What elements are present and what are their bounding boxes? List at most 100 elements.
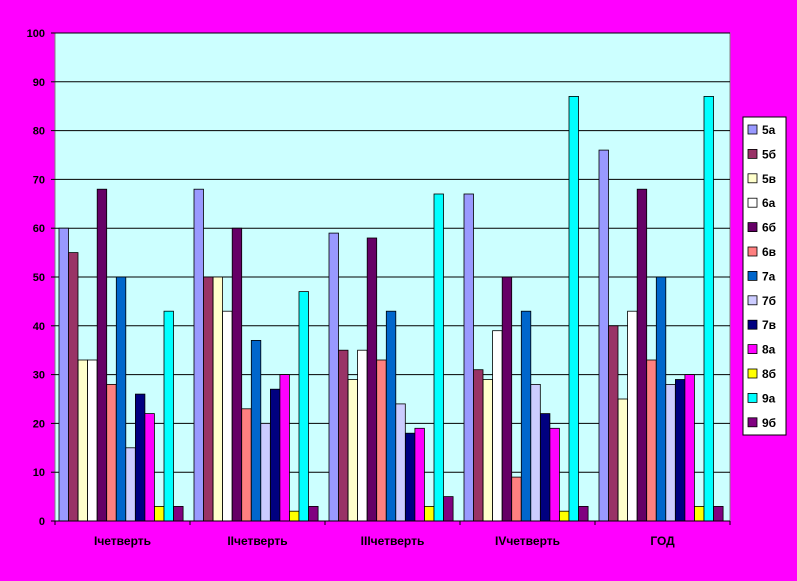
bar xyxy=(501,276,513,522)
legend-swatch xyxy=(747,148,758,159)
y-tick-label: 0 xyxy=(39,516,45,528)
legend-label: 7б xyxy=(762,294,776,308)
legend-label: 9б xyxy=(762,416,776,430)
bar xyxy=(646,359,657,522)
bar xyxy=(385,310,397,522)
bar xyxy=(173,505,184,522)
x-axis: Iчетверть IIчетверть IIIчетверть IVчетверть… xyxy=(54,521,731,548)
bar xyxy=(250,339,262,522)
bar xyxy=(366,237,378,522)
bar xyxy=(231,227,243,522)
bar xyxy=(530,383,541,522)
bar xyxy=(203,276,214,522)
y-tick-label: 20 xyxy=(33,418,45,430)
bar xyxy=(540,413,551,522)
bar xyxy=(684,374,695,522)
bar xyxy=(713,505,724,522)
x-tick-label: Iчетверть xyxy=(94,534,151,548)
y-tick-label: 60 xyxy=(33,223,45,235)
bar xyxy=(578,505,589,522)
bar xyxy=(665,383,676,522)
bar xyxy=(627,310,638,522)
bar xyxy=(279,374,290,522)
bar xyxy=(347,379,359,522)
bar xyxy=(598,149,609,522)
legend-swatch xyxy=(747,392,758,403)
legend-swatch xyxy=(747,222,758,233)
bar xyxy=(404,432,416,522)
bar xyxy=(144,413,155,522)
bar xyxy=(338,349,349,522)
bar xyxy=(77,359,88,522)
legend-swatch xyxy=(747,197,758,208)
bar xyxy=(482,379,494,522)
bar xyxy=(443,496,454,522)
y-axis: 0 10 20 30 40 50 60 70 80 90 100 xyxy=(27,28,55,528)
bar xyxy=(433,193,444,522)
legend-label: 6б xyxy=(762,221,776,235)
bar xyxy=(308,505,319,522)
bar xyxy=(511,476,522,522)
bar xyxy=(549,427,560,522)
legend-label: 5в xyxy=(762,172,776,186)
bar xyxy=(163,310,174,522)
legend-swatch xyxy=(747,417,758,428)
legend-swatch xyxy=(747,124,758,135)
y-tick-label: 90 xyxy=(33,77,45,89)
bar xyxy=(193,188,204,522)
bar xyxy=(655,276,667,522)
bar xyxy=(134,393,146,522)
bar xyxy=(424,505,435,522)
bar xyxy=(222,310,233,522)
legend-label: 7а xyxy=(762,269,776,283)
bar xyxy=(675,379,686,522)
legend-label: 7в xyxy=(762,318,776,332)
legend-label: 6в xyxy=(762,245,776,259)
legend-label: 6а xyxy=(762,196,776,210)
legend-label: 8а xyxy=(762,343,776,357)
bars xyxy=(58,96,724,522)
x-tick-label: IIчетверть xyxy=(227,534,287,548)
bar xyxy=(463,193,474,522)
bar xyxy=(520,310,532,522)
bar xyxy=(568,96,579,522)
bar xyxy=(106,383,117,522)
bar xyxy=(87,359,98,522)
bar xyxy=(617,398,628,522)
bar xyxy=(68,252,79,522)
legend-swatch xyxy=(747,319,758,330)
bar xyxy=(703,96,714,522)
x-tick-label: IVчетверть xyxy=(495,534,560,548)
bar xyxy=(473,369,484,522)
y-tick-label: 80 xyxy=(33,126,45,138)
bar xyxy=(125,447,136,522)
bar xyxy=(492,330,503,522)
legend-swatch xyxy=(747,246,758,257)
legend-label: 5а xyxy=(762,123,776,137)
bar xyxy=(115,276,127,522)
legend-swatch xyxy=(747,368,758,379)
bar xyxy=(289,510,300,522)
legend-swatch xyxy=(747,173,758,184)
bar xyxy=(212,276,224,522)
bar xyxy=(298,291,309,522)
legend-swatch xyxy=(747,270,758,281)
bar xyxy=(357,349,368,522)
x-tick-label: ГОД xyxy=(650,534,675,548)
x-tick-label: IIIчетверть xyxy=(361,534,425,548)
y-tick-label: 100 xyxy=(27,28,45,40)
bar xyxy=(328,232,339,522)
bar xyxy=(559,510,570,522)
bar xyxy=(58,227,69,522)
bar xyxy=(636,188,648,522)
bar xyxy=(376,359,387,522)
y-tick-label: 70 xyxy=(33,174,45,186)
bar xyxy=(96,188,108,522)
bar xyxy=(154,505,165,522)
legend-label: 5б xyxy=(762,147,776,161)
y-tick-label: 10 xyxy=(33,467,45,479)
legend: 5а 5б 5в 6а 6б 6в 7а 7б 7в 8а 8б 9а 9б xyxy=(742,116,787,436)
bar xyxy=(414,427,425,522)
